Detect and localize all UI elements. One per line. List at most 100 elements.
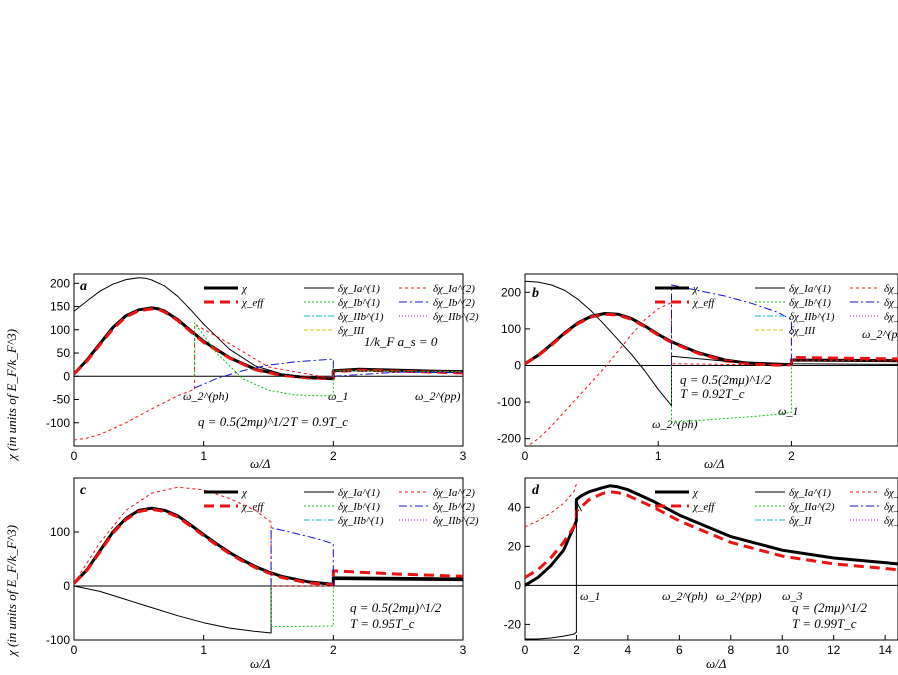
y-tick-label: -100 bbox=[497, 395, 521, 409]
panel-label-b: b bbox=[532, 286, 539, 301]
legend-label: δχ_IIb^(1) bbox=[338, 311, 384, 323]
y-tick-label: 20 bbox=[508, 539, 522, 553]
series-line bbox=[671, 284, 792, 366]
x-tick-label: 4 bbox=[625, 643, 632, 657]
panel-label-d: d bbox=[532, 483, 540, 498]
legend-label: δχ_Ib^(1) bbox=[338, 501, 380, 513]
legend-label: χ bbox=[241, 487, 248, 499]
legend-label: δχ_IIb^(2) bbox=[433, 515, 479, 527]
annotation-q-b: q = 0.5(2mμ)^1/2 bbox=[680, 372, 772, 387]
legend-label: δχ_Ia^(2) bbox=[433, 283, 475, 295]
legend-label: δχ_IIb^(2) bbox=[884, 311, 898, 323]
y-tick-label: -20 bbox=[504, 617, 522, 631]
legend-label: χ bbox=[692, 487, 699, 499]
legend-label: δχ_Ia^(2) bbox=[433, 487, 475, 499]
panel-a: a 1/k_F a_s = 0 q = 0.5(2mμ)^1/2 T = 0.9… bbox=[4, 273, 479, 471]
annotation-interaction: 1/k_F a_s = 0 bbox=[364, 334, 438, 349]
series-line bbox=[525, 483, 577, 528]
legend-label: δχ_III bbox=[338, 325, 366, 337]
x-tick-label: 10 bbox=[776, 643, 790, 657]
legend-label: δχ_Ib bbox=[884, 501, 898, 513]
y-tick-label: -50 bbox=[53, 393, 71, 407]
series-line bbox=[526, 302, 898, 446]
legend-label: δχ_Ib^(2) bbox=[884, 297, 898, 309]
plot-frame bbox=[524, 273, 898, 447]
legend-label: δχ_IIb^(2) bbox=[433, 311, 479, 323]
legend-label: δχ_IIa^(2) bbox=[789, 501, 835, 513]
x-axis-title-b: ω/Δ bbox=[704, 456, 725, 471]
x-tick-label: 14 bbox=[878, 643, 892, 657]
plot-frame bbox=[73, 273, 464, 447]
x-tick-label: 0 bbox=[522, 449, 529, 463]
x-tick-label: 12 bbox=[827, 643, 841, 657]
series-line bbox=[525, 500, 583, 640]
panel-label-a: a bbox=[80, 279, 87, 294]
marker-omega3-d: ω_3 bbox=[782, 589, 802, 603]
legend-label: δχ_Ia^(2) bbox=[884, 487, 898, 499]
panel-d: d q = (2mμ)^1/2 T = 0.99T_c ω_1 ω_2^(ph)… bbox=[504, 477, 898, 671]
legend-label: δχ_Ib^(2) bbox=[433, 297, 475, 309]
y-tick-label: -200 bbox=[497, 432, 521, 446]
y-tick-label: 50 bbox=[57, 346, 71, 360]
series-line bbox=[270, 586, 334, 627]
series-group bbox=[525, 483, 898, 640]
legend-label: δχ_III bbox=[884, 515, 898, 527]
series-line bbox=[74, 507, 463, 587]
annotation-T-c: T = 0.95T_c bbox=[350, 616, 415, 631]
x-tick-label: 2 bbox=[330, 643, 337, 657]
plot-frame bbox=[524, 477, 898, 641]
series-line bbox=[525, 490, 898, 579]
legend-label: δχ_Ib^(1) bbox=[789, 297, 831, 309]
series-group bbox=[525, 280, 898, 446]
marker-omega2-pp-b: ω_2^(pp) bbox=[862, 327, 898, 341]
annotation-q: q = 0.5(2mμ)^1/2 bbox=[198, 414, 290, 429]
annotation-T-d: T = 0.99T_c bbox=[792, 616, 857, 631]
legend-label: δχ_IIb^(1) bbox=[338, 515, 384, 527]
x-tick-label: 0 bbox=[522, 643, 529, 657]
marker-omega1-d: ω_1 bbox=[580, 589, 600, 603]
series-line bbox=[74, 579, 463, 634]
x-tick-label: 0 bbox=[71, 643, 78, 657]
marker-omega1: ω_1 bbox=[328, 389, 348, 403]
y-tick-label: -100 bbox=[46, 633, 70, 647]
x-tick-label: 2 bbox=[330, 449, 337, 463]
y-axis-title-a: χ (in units of E_F/k_F^3) bbox=[4, 329, 19, 462]
series-line bbox=[194, 358, 463, 389]
x-tick-label: 0 bbox=[71, 449, 78, 463]
y-tick-label: 200 bbox=[50, 276, 70, 290]
y-axis-title-c: χ (in units of E_F/k_F^3) bbox=[4, 525, 19, 658]
y-tick-label: 150 bbox=[50, 300, 70, 314]
series-line bbox=[270, 527, 334, 586]
annotation-q-c: q = 0.5(2mμ)^1/2 bbox=[350, 600, 442, 615]
annotation-T: T = 0.9T_c bbox=[290, 414, 348, 429]
panel-label-c: c bbox=[80, 483, 87, 498]
legend-label: δχ_Ib^(1) bbox=[338, 297, 380, 309]
series-line bbox=[671, 365, 792, 423]
x-tick-label: 2 bbox=[788, 449, 795, 463]
x-tick-label: 3 bbox=[460, 643, 467, 657]
annotation-q-d: q = (2mμ)^1/2 bbox=[792, 600, 867, 615]
y-tick-label: 40 bbox=[508, 500, 522, 514]
series-line bbox=[525, 312, 898, 367]
legend-label: δχ_IIb^(1) bbox=[789, 311, 835, 323]
x-axis-title-a: ω/Δ bbox=[250, 456, 271, 471]
x-tick-label: 2 bbox=[573, 643, 580, 657]
y-tick-label: -100 bbox=[46, 416, 70, 430]
legend-label: δχ_Ia^(1) bbox=[789, 487, 831, 499]
x-tick-label: 1 bbox=[200, 643, 207, 657]
legend-label: δχ_III bbox=[789, 325, 817, 337]
series-line bbox=[74, 277, 463, 380]
x-tick-label: 1 bbox=[200, 449, 207, 463]
marker-omega2-ph-d: ω_2^(ph) bbox=[662, 589, 708, 603]
marker-omega1-b: ω_1 bbox=[778, 404, 798, 418]
series-line bbox=[525, 280, 898, 407]
y-tick-label: 0 bbox=[514, 578, 521, 592]
y-tick-label: 200 bbox=[501, 285, 521, 299]
y-tick-label: 0 bbox=[63, 369, 70, 383]
legend-label: χ_eff bbox=[241, 297, 265, 309]
legend-label: δχ_Ia^(1) bbox=[789, 283, 831, 295]
legend-label: δχ_Ia^(1) bbox=[338, 487, 380, 499]
y-tick-label: 0 bbox=[63, 579, 70, 593]
legend-label: χ_eff bbox=[692, 297, 716, 309]
